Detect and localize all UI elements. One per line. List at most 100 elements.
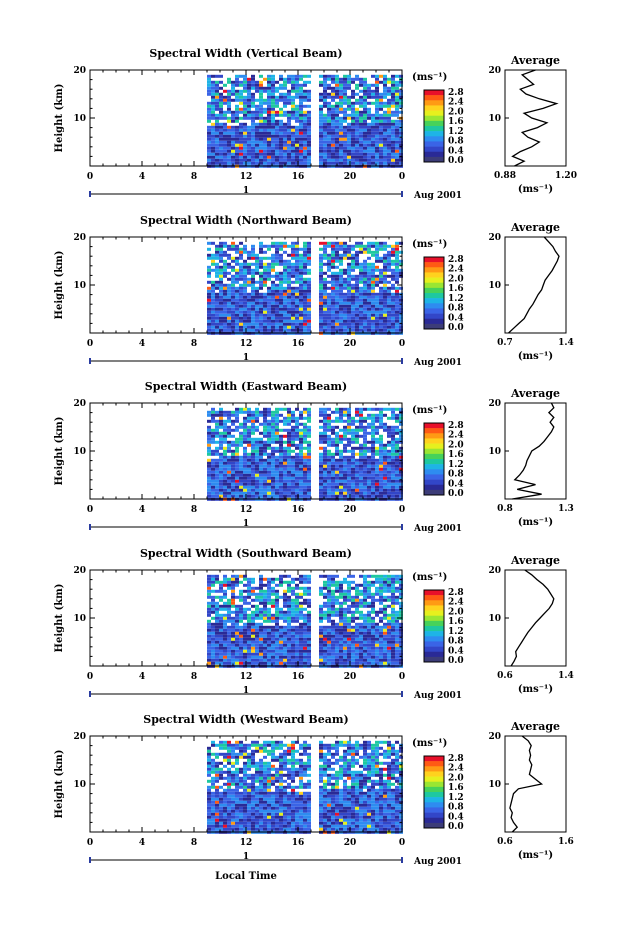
- heatmap-cell: [251, 278, 255, 281]
- heatmap-cell: [271, 456, 275, 459]
- heatmap-cell: [383, 311, 387, 314]
- heatmap-cell: [255, 135, 259, 138]
- heatmap-cell: [331, 456, 335, 459]
- heatmap-cell: [243, 653, 247, 656]
- heatmap-cell: [255, 87, 259, 90]
- heatmap-cell: [263, 156, 267, 159]
- heatmap-cell: [335, 411, 339, 414]
- heatmap-cell: [299, 468, 303, 471]
- heatmap-cell: [299, 623, 303, 626]
- heatmap-cell: [335, 108, 339, 111]
- heatmap-cell: [307, 117, 311, 120]
- heatmap-cell: [355, 245, 359, 248]
- heatmap-cell: [243, 450, 247, 453]
- heatmap-cell: [371, 162, 375, 165]
- heatmap-cell: [211, 596, 215, 599]
- heatmap-cell: [211, 495, 215, 498]
- heatmap-cell: [279, 329, 283, 332]
- heatmap-cell: [331, 444, 335, 447]
- heatmap-cell: [367, 305, 371, 308]
- heatmap-cell: [343, 299, 347, 302]
- y-tick-label: 20: [73, 399, 86, 409]
- heatmap-cell: [355, 432, 359, 435]
- heatmap-cell: [383, 314, 387, 317]
- heatmap-cell: [303, 620, 307, 623]
- heatmap-cell: [227, 93, 231, 96]
- heatmap-cell: [323, 114, 327, 117]
- heatmap-cell: [379, 474, 383, 477]
- heatmap-cell: [267, 93, 271, 96]
- x-tick-label: 20: [344, 505, 357, 515]
- heatmap-cell: [375, 293, 379, 296]
- heatmap-cell: [319, 147, 323, 150]
- heatmap-cell: [287, 266, 291, 269]
- heatmap-cell: [243, 323, 247, 326]
- heatmap-cell: [287, 596, 291, 599]
- heatmap-cell: [395, 129, 399, 132]
- heatmap-cell: [271, 99, 275, 102]
- heatmap-cell: [267, 441, 271, 444]
- heatmap-cell: [371, 129, 375, 132]
- heatmap-cell: [219, 147, 223, 150]
- heatmap-cell: [363, 456, 367, 459]
- heatmap-cell: [291, 468, 295, 471]
- heatmap-cell: [215, 623, 219, 626]
- heatmap-cell: [391, 138, 395, 141]
- heatmap-cell: [255, 608, 259, 611]
- heatmap-cell: [291, 617, 295, 620]
- heatmap-cell: [211, 296, 215, 299]
- heatmap-cell: [259, 162, 263, 165]
- heatmap-cell: [275, 653, 279, 656]
- heatmap-cell: [271, 659, 275, 662]
- heatmap-cell: [295, 489, 299, 492]
- heatmap-cell: [347, 141, 351, 144]
- heatmap-cell: [307, 635, 311, 638]
- heatmap-cell: [215, 495, 219, 498]
- heatmap-cell: [271, 129, 275, 132]
- heatmap-cell: [259, 84, 263, 87]
- heatmap-cell: [243, 153, 247, 156]
- heatmap-cell: [303, 662, 307, 665]
- heatmap-cell: [227, 320, 231, 323]
- heatmap-cell: [247, 462, 251, 465]
- heatmap-cell: [231, 587, 235, 590]
- heatmap-cell: [263, 284, 267, 287]
- heatmap-cell: [235, 656, 239, 659]
- heatmap-cell: [339, 284, 343, 287]
- heatmap-cell: [251, 590, 255, 593]
- heatmap-cell: [219, 141, 223, 144]
- heatmap-cell: [279, 159, 283, 162]
- heatmap-cell: [283, 111, 287, 114]
- heatmap-cell: [295, 311, 299, 314]
- heatmap-cell: [379, 156, 383, 159]
- heatmap-cell: [371, 141, 375, 144]
- heatmap-cell: [295, 459, 299, 462]
- heatmap-cell: [359, 426, 363, 429]
- heatmap-cell: [271, 432, 275, 435]
- heatmap-cell: [283, 468, 287, 471]
- heatmap-cell: [279, 293, 283, 296]
- heatmap-cell: [235, 120, 239, 123]
- heatmap-cell: [343, 420, 347, 423]
- heatmap-cell: [275, 320, 279, 323]
- heatmap-cell: [231, 147, 235, 150]
- heatmap-cell: [215, 462, 219, 465]
- heatmap-cell: [235, 144, 239, 147]
- heatmap-cell: [247, 317, 251, 320]
- heatmap-cell: [371, 159, 375, 162]
- heatmap-cell: [359, 486, 363, 489]
- heatmap-cell: [267, 474, 271, 477]
- heatmap-cell: [387, 456, 391, 459]
- heatmap-cell: [287, 444, 291, 447]
- heatmap-cell: [287, 492, 291, 495]
- average-frame: [505, 237, 566, 333]
- heatmap-cell: [355, 429, 359, 432]
- heatmap-cell: [207, 305, 211, 308]
- heatmap-cell: [243, 266, 247, 269]
- heatmap-cell: [375, 432, 379, 435]
- heatmap-cell: [215, 317, 219, 320]
- heatmap-cell: [383, 156, 387, 159]
- heatmap-cell: [395, 480, 399, 483]
- heatmap-cell: [339, 326, 343, 329]
- heatmap-cell: [231, 150, 235, 153]
